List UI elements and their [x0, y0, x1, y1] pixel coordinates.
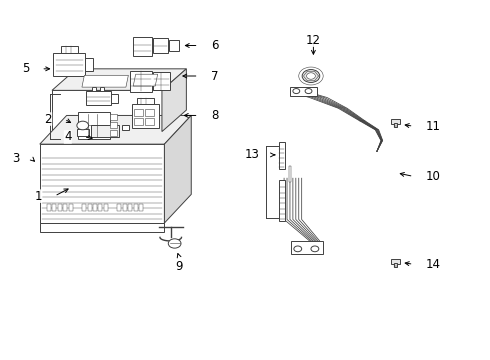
- Bar: [69, 204, 73, 211]
- Bar: [85, 58, 93, 71]
- Text: 3: 3: [12, 152, 19, 165]
- Text: 7: 7: [211, 69, 219, 82]
- Text: 2: 2: [45, 113, 52, 126]
- Circle shape: [294, 246, 302, 252]
- Bar: [77, 129, 89, 135]
- Text: 14: 14: [426, 258, 441, 271]
- Bar: [153, 72, 170, 90]
- Bar: [58, 204, 62, 211]
- Bar: [98, 204, 102, 211]
- Bar: [104, 204, 108, 211]
- Text: 13: 13: [245, 148, 260, 161]
- Bar: [394, 263, 397, 267]
- Bar: [145, 109, 154, 116]
- Polygon shape: [162, 69, 186, 132]
- Text: 9: 9: [175, 260, 183, 273]
- Bar: [92, 126, 119, 137]
- Bar: [86, 91, 111, 105]
- Bar: [134, 118, 143, 125]
- Text: 5: 5: [22, 62, 29, 75]
- Bar: [52, 204, 56, 211]
- Bar: [130, 71, 152, 92]
- Bar: [169, 40, 178, 51]
- Text: 1: 1: [35, 190, 42, 203]
- Bar: [40, 223, 164, 232]
- Polygon shape: [164, 116, 191, 223]
- Text: 10: 10: [426, 170, 441, 183]
- Bar: [93, 204, 97, 211]
- Bar: [290, 87, 317, 96]
- Bar: [134, 204, 138, 211]
- Bar: [153, 39, 168, 53]
- Bar: [279, 142, 285, 169]
- Bar: [134, 109, 143, 116]
- Bar: [53, 53, 85, 76]
- Bar: [88, 204, 92, 211]
- Bar: [122, 125, 129, 130]
- Bar: [132, 104, 159, 128]
- Text: 4: 4: [64, 130, 72, 144]
- Bar: [123, 204, 127, 211]
- Bar: [110, 130, 117, 136]
- Polygon shape: [52, 69, 186, 90]
- Bar: [391, 259, 400, 264]
- Text: 11: 11: [426, 120, 441, 133]
- Circle shape: [311, 246, 319, 252]
- Bar: [394, 123, 397, 127]
- Bar: [61, 46, 78, 53]
- Bar: [110, 122, 117, 128]
- Bar: [137, 98, 154, 104]
- Bar: [118, 204, 122, 211]
- Text: 12: 12: [306, 33, 321, 47]
- Bar: [40, 144, 164, 223]
- Circle shape: [307, 73, 316, 79]
- Bar: [63, 204, 67, 211]
- Circle shape: [77, 121, 89, 130]
- Circle shape: [168, 239, 181, 248]
- Bar: [289, 166, 292, 182]
- Bar: [47, 204, 51, 211]
- Bar: [133, 37, 152, 56]
- Bar: [279, 180, 285, 221]
- Polygon shape: [82, 75, 128, 87]
- Bar: [82, 204, 86, 211]
- Bar: [52, 90, 162, 132]
- Bar: [292, 241, 323, 253]
- Bar: [128, 204, 132, 211]
- Text: 8: 8: [211, 109, 218, 122]
- Circle shape: [293, 89, 300, 94]
- Bar: [78, 112, 110, 139]
- Bar: [92, 87, 96, 91]
- Text: 6: 6: [211, 39, 219, 52]
- Bar: [100, 87, 104, 91]
- Polygon shape: [40, 116, 191, 144]
- Bar: [145, 118, 154, 125]
- Bar: [111, 94, 118, 103]
- Circle shape: [305, 89, 312, 94]
- Bar: [139, 204, 143, 211]
- Bar: [110, 114, 117, 120]
- Bar: [391, 120, 400, 124]
- Circle shape: [302, 69, 320, 82]
- Polygon shape: [133, 74, 158, 86]
